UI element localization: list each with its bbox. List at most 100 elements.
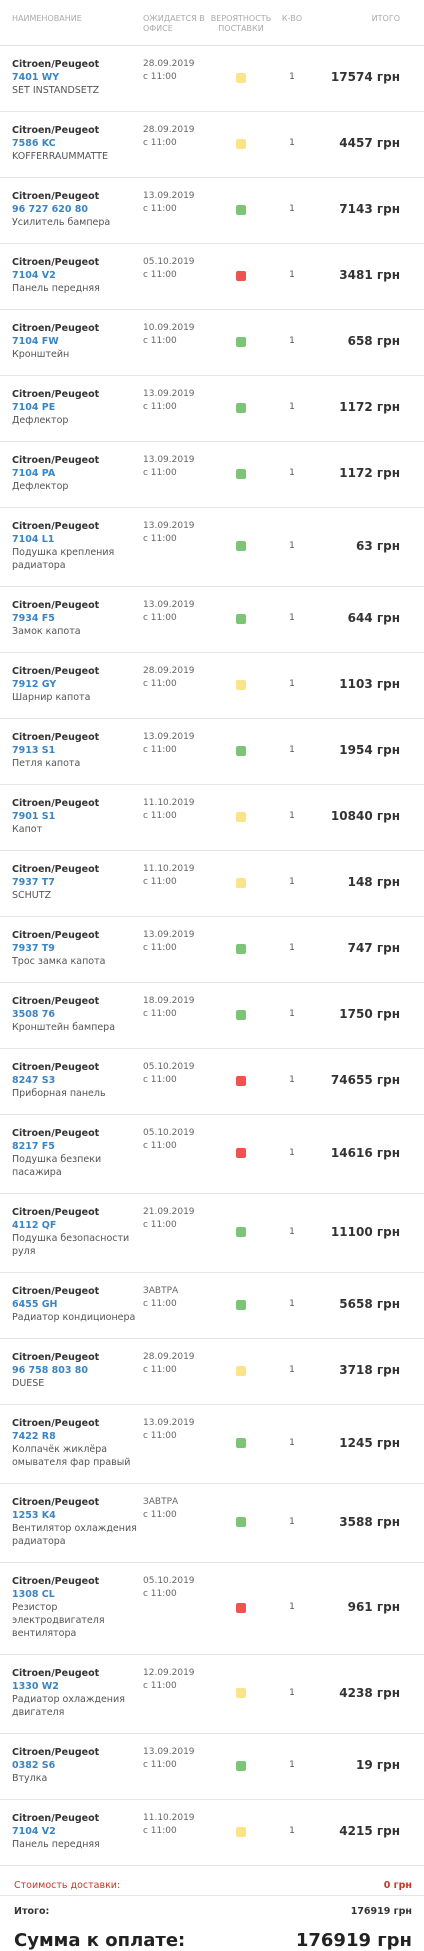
probability-cell — [205, 138, 277, 149]
item-code: 7422 R8 — [12, 1431, 56, 1442]
item-cell: Citroen/Peugeot 1308 CL Резистор электродв… — [0, 1575, 143, 1640]
header-name: НАИМЕНОВАНИЕ — [12, 14, 82, 23]
expected-date: 13.09.2019 — [143, 191, 195, 201]
expected-time: с 11:00 — [143, 534, 177, 544]
subtotal-label: Итого: — [14, 1906, 50, 1917]
probability-cell — [205, 1227, 277, 1237]
expected-time: с 11:00 — [143, 1431, 177, 1441]
item-code: 7401 WY — [12, 72, 60, 83]
expected-cell: 28.09.2019 с 11:00 — [143, 58, 205, 97]
expected-time: с 11:00 — [143, 679, 177, 689]
item-brand: Citroen/Peugeot — [12, 1747, 100, 1758]
order-row: Citroen/Peugeot 7401 WY SET INSTANDSETZ 28.… — [0, 46, 424, 112]
item-brand: Citroen/Peugeot — [12, 389, 100, 400]
order-row: Citroen/Peugeot 7104 FW Кронштейн 10.09.201… — [0, 310, 424, 376]
probability-indicator — [236, 877, 246, 888]
row-total: 11100 грн — [330, 1224, 400, 1239]
item-code: 1308 CL — [12, 1589, 55, 1600]
row-total: 4215 грн — [339, 1824, 400, 1838]
row-total: 14616 грн — [330, 1145, 400, 1160]
item-cell: Citroen/Peugeot 0382 S6 Втулка — [0, 1746, 143, 1785]
expected-time: с 11:00 — [143, 72, 177, 82]
expected-date: 13.09.2019 — [143, 1418, 195, 1428]
expected-time: с 11:00 — [143, 1681, 177, 1691]
item-code: 7912 GY — [12, 679, 57, 690]
order-row: Citroen/Peugeot 7104 PE Дефлектор 13.09.201… — [0, 376, 424, 442]
item-code: 7104 PE — [12, 402, 56, 413]
qty: 1 — [289, 1009, 295, 1019]
probability-cell — [205, 72, 277, 83]
probability-indicator — [236, 745, 246, 756]
item-cell: Citroen/Peugeot 7937 T7 SCHUTZ — [0, 863, 143, 902]
item-brand: Citroen/Peugeot — [12, 323, 100, 334]
expected-time: с 11:00 — [143, 402, 177, 412]
expected-date: 13.09.2019 — [143, 455, 195, 465]
expected-time: с 11:00 — [143, 270, 177, 280]
row-total: 3588 грн — [339, 1514, 400, 1529]
rows: Citroen/Peugeot 7401 WY SET INSTANDSETZ 28.… — [0, 46, 424, 1866]
expected-cell: 13.09.2019 с 11:00 — [143, 1746, 205, 1785]
item-cell: Citroen/Peugeot 7901 S1 Капот — [0, 797, 143, 836]
expected-cell: 13.09.2019 с 11:00 — [143, 520, 205, 572]
order-row: Citroen/Peugeot 96 727 620 80 Усилитель ба… — [0, 178, 424, 244]
order-row: Citroen/Peugeot 7104 L1 Подушка крепления … — [0, 508, 424, 587]
expected-date: 11.10.2019 — [143, 864, 195, 874]
item-description: Усилитель бампера — [12, 217, 111, 228]
expected-date: 11.10.2019 — [143, 1813, 195, 1823]
probability-indicator — [236, 1299, 246, 1310]
qty: 1 — [289, 1760, 295, 1770]
qty: 1 — [289, 745, 295, 755]
item-cell: Citroen/Peugeot 7104 L1 Подушка крепления … — [0, 520, 143, 572]
item-brand: Citroen/Peugeot — [12, 1062, 100, 1073]
probability-cell — [205, 402, 277, 413]
probability-indicator — [236, 1826, 246, 1837]
item-description: Капот — [12, 824, 43, 835]
qty: 1 — [289, 1826, 295, 1836]
expected-time: с 11:00 — [143, 1220, 177, 1230]
row-total: 1750 грн — [339, 1007, 400, 1021]
order-row: Citroen/Peugeot 7913 S1 Петля капота 13.09.… — [0, 719, 424, 785]
expected-time: с 11:00 — [143, 1589, 177, 1599]
qty: 1 — [289, 138, 295, 148]
item-code: 7104 PA — [12, 468, 56, 479]
item-cell: Citroen/Peugeot 96 758 803 80 DUESE — [0, 1351, 143, 1390]
row-total: 1245 грн — [339, 1435, 400, 1450]
expected-date: 05.10.2019 — [143, 257, 195, 267]
item-brand: Citroen/Peugeot — [12, 732, 100, 743]
item-brand: Citroen/Peugeot — [12, 1128, 100, 1139]
item-brand: Citroen/Peugeot — [12, 798, 100, 809]
item-code: 0382 S6 — [12, 1760, 56, 1771]
row-total: 3481 грн — [339, 268, 400, 282]
qty: 1 — [289, 72, 295, 82]
probability-indicator — [236, 613, 246, 624]
order-row: Citroen/Peugeot 96 758 803 80 DUESE 28.09.2… — [0, 1339, 424, 1405]
expected-cell: 05.10.2019 с 11:00 — [143, 1575, 205, 1640]
item-code: 8217 F5 — [12, 1141, 55, 1152]
probability-indicator — [236, 1365, 246, 1376]
order-row: Citroen/Peugeot 6455 GH Радиатор кондицион… — [0, 1273, 424, 1339]
expected-date: 13.09.2019 — [143, 930, 195, 940]
probability-cell — [205, 336, 277, 347]
probability-indicator — [236, 679, 246, 690]
item-code: 7934 F5 — [12, 613, 55, 624]
probability-indicator — [236, 1602, 246, 1613]
order-row: Citroen/Peugeot 7934 F5 Замок капота 13.09.… — [0, 587, 424, 653]
item-cell: Citroen/Peugeot 7104 V2 Панель передняя — [0, 256, 143, 295]
order-row: Citroen/Peugeot 3508 76 Кронштейн бампера 1… — [0, 983, 424, 1049]
probability-cell — [205, 943, 277, 954]
item-description: SCHUTZ — [12, 890, 52, 901]
item-cell: Citroen/Peugeot 1330 W2 Радиатор охлаждени… — [0, 1667, 143, 1719]
probability-indicator — [236, 943, 246, 954]
item-cell: Citroen/Peugeot 4112 QF Подушка безопаснос… — [0, 1206, 143, 1258]
item-description: KOFFERRAUMMATTE — [12, 151, 108, 162]
item-code: 7937 T7 — [12, 877, 55, 888]
item-description: Подушка безопасности руля — [12, 1233, 130, 1257]
probability-cell — [205, 1009, 277, 1020]
item-code: 4112 QF — [12, 1220, 57, 1231]
expected-date: 13.09.2019 — [143, 600, 195, 610]
item-description: Втулка — [12, 1773, 48, 1784]
expected-cell: 05.10.2019 с 11:00 — [143, 1061, 205, 1100]
expected-cell: 28.09.2019 с 11:00 — [143, 1351, 205, 1390]
row-total: 63 грн — [355, 538, 400, 553]
table-header: НАИМЕНОВАНИЕ ОЖИДАЕТСЯ В ОФИСЕ ВЕРОЯТНОС… — [0, 0, 424, 46]
